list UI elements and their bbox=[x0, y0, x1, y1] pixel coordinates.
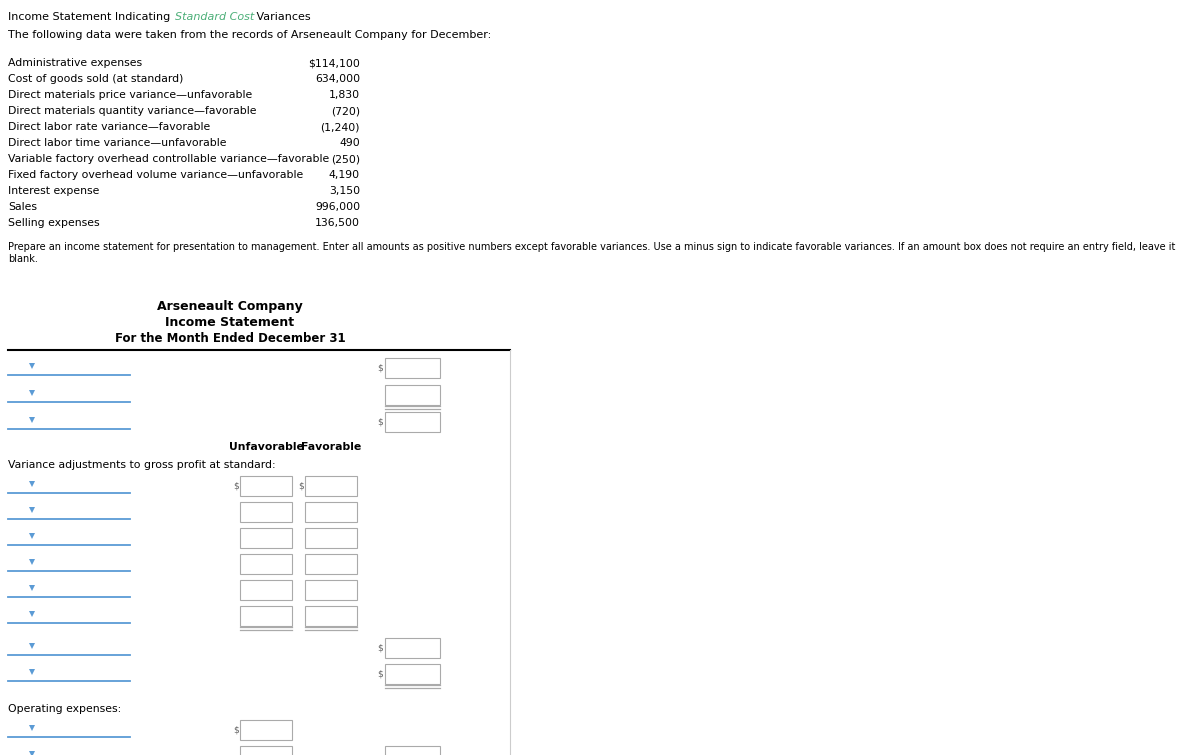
Text: Arseneault Company: Arseneault Company bbox=[157, 300, 302, 313]
Text: Operating expenses:: Operating expenses: bbox=[8, 704, 121, 714]
Bar bbox=[240, 720, 292, 740]
Text: 1,830: 1,830 bbox=[329, 90, 360, 100]
Bar bbox=[305, 528, 358, 548]
Text: (720): (720) bbox=[331, 106, 360, 116]
Text: $: $ bbox=[233, 726, 239, 735]
Text: Sales: Sales bbox=[8, 202, 37, 212]
Text: Income Statement: Income Statement bbox=[166, 316, 294, 329]
Text: Fixed factory overhead volume variance—unfavorable: Fixed factory overhead volume variance—u… bbox=[8, 170, 304, 180]
Bar bbox=[305, 580, 358, 600]
Bar bbox=[240, 528, 292, 548]
Bar bbox=[385, 638, 440, 658]
Bar bbox=[240, 606, 292, 626]
Bar bbox=[385, 746, 440, 755]
Bar bbox=[385, 412, 440, 432]
Text: $: $ bbox=[298, 482, 304, 491]
Text: The following data were taken from the records of Arseneault Company for Decembe: The following data were taken from the r… bbox=[8, 30, 491, 40]
Bar bbox=[305, 554, 358, 574]
Text: Administrative expenses: Administrative expenses bbox=[8, 58, 142, 68]
Bar bbox=[305, 476, 358, 496]
Bar bbox=[240, 554, 292, 574]
Bar bbox=[385, 358, 440, 378]
Text: Variances: Variances bbox=[253, 12, 311, 22]
Bar bbox=[240, 476, 292, 496]
Text: 3,150: 3,150 bbox=[329, 186, 360, 196]
Text: (1,240): (1,240) bbox=[320, 122, 360, 132]
Text: Income Statement Indicating: Income Statement Indicating bbox=[8, 12, 174, 22]
Bar bbox=[305, 606, 358, 626]
Bar bbox=[240, 746, 292, 755]
Text: $: $ bbox=[377, 418, 383, 427]
Text: Unfavorable: Unfavorable bbox=[228, 442, 304, 452]
Text: Direct labor rate variance—favorable: Direct labor rate variance—favorable bbox=[8, 122, 210, 132]
Text: 4,190: 4,190 bbox=[329, 170, 360, 180]
Text: 490: 490 bbox=[340, 138, 360, 148]
Text: 136,500: 136,500 bbox=[314, 218, 360, 228]
Bar bbox=[240, 580, 292, 600]
Text: Direct labor time variance—unfavorable: Direct labor time variance—unfavorable bbox=[8, 138, 227, 148]
Text: Standard Cost: Standard Cost bbox=[175, 12, 254, 22]
Text: Selling expenses: Selling expenses bbox=[8, 218, 100, 228]
Text: Direct materials quantity variance—favorable: Direct materials quantity variance—favor… bbox=[8, 106, 257, 116]
Bar bbox=[385, 664, 440, 684]
Text: Favorable: Favorable bbox=[301, 442, 361, 452]
Text: 634,000: 634,000 bbox=[314, 74, 360, 84]
Bar bbox=[385, 385, 440, 405]
Text: Direct materials price variance—unfavorable: Direct materials price variance—unfavora… bbox=[8, 90, 252, 100]
Bar bbox=[305, 502, 358, 522]
Text: $: $ bbox=[377, 363, 383, 372]
Text: Variable factory overhead controllable variance—favorable: Variable factory overhead controllable v… bbox=[8, 154, 329, 164]
Text: $: $ bbox=[377, 643, 383, 652]
Text: Variance adjustments to gross profit at standard:: Variance adjustments to gross profit at … bbox=[8, 460, 276, 470]
Text: $: $ bbox=[377, 670, 383, 679]
Text: For the Month Ended December 31: For the Month Ended December 31 bbox=[115, 332, 346, 345]
Text: $: $ bbox=[233, 482, 239, 491]
Text: 996,000: 996,000 bbox=[314, 202, 360, 212]
Text: Cost of goods sold (at standard): Cost of goods sold (at standard) bbox=[8, 74, 184, 84]
Bar bbox=[240, 502, 292, 522]
Text: (250): (250) bbox=[331, 154, 360, 164]
Text: Interest expense: Interest expense bbox=[8, 186, 100, 196]
Text: Prepare an income statement for presentation to management. Enter all amounts as: Prepare an income statement for presenta… bbox=[8, 242, 1175, 263]
Text: $114,100: $114,100 bbox=[308, 58, 360, 68]
